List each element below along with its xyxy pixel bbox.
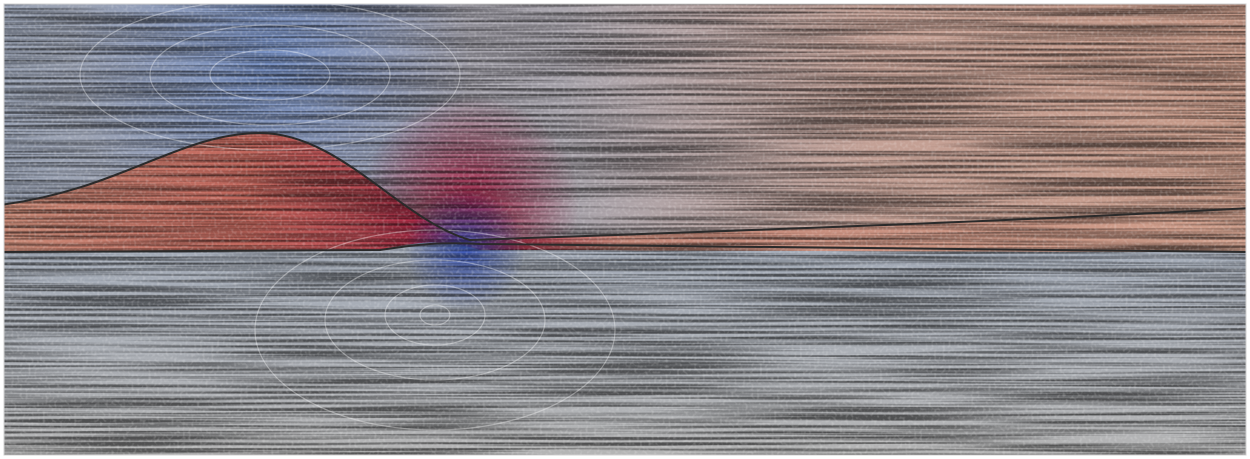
interface-upper xyxy=(4,131,1246,242)
frame xyxy=(3,3,1247,456)
vortex-rings xyxy=(79,4,616,431)
interface-lower xyxy=(4,242,1246,253)
